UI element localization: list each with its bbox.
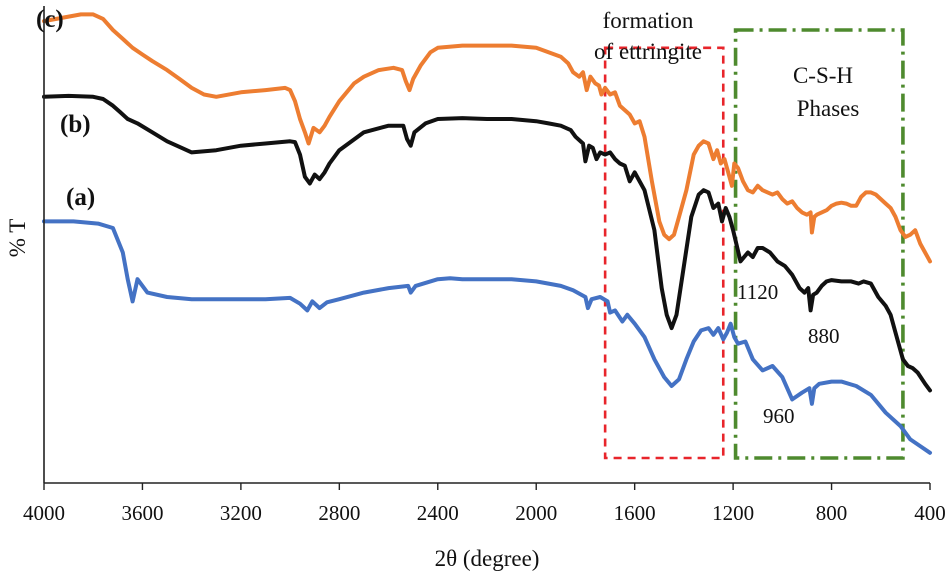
highlight-regions — [603, 28, 905, 460]
series-label-b: (b) — [60, 111, 91, 138]
series-line-a — [42, 219, 932, 455]
x-tick-label: 400 — [914, 501, 946, 525]
x-tick-label: 1600 — [614, 501, 656, 525]
x-tick-label: 3200 — [220, 501, 262, 525]
x-ticks: 4000 3600 3200 2800 2400 2000 1600 1200 800 400 — [23, 483, 946, 525]
x-axis-title: 2θ (degree) — [435, 546, 540, 571]
csh-region-box — [733, 28, 905, 460]
peak-label-960: 960 — [763, 404, 795, 428]
series-line-b — [42, 93, 932, 393]
ettringite-label-line-2: of ettringite — [594, 39, 702, 64]
labels: 2θ (degree) % T — [5, 219, 539, 571]
y-axis-title: % T — [5, 219, 30, 258]
peak-annotations: 1120 880 960 — [737, 280, 840, 428]
x-tick-label: 800 — [816, 501, 848, 525]
csh-label-line-1: C-S-H — [793, 63, 853, 88]
x-tick-label: 2400 — [417, 501, 459, 525]
region-labels: formation of ettringite C-S-H Phases — [594, 8, 859, 121]
peak-label-1120: 1120 — [737, 280, 778, 304]
series-label-a: (a) — [66, 184, 95, 211]
x-tick-label: 1200 — [712, 501, 754, 525]
x-tick-label: 4000 — [23, 501, 65, 525]
ettringite-region-box — [603, 46, 725, 460]
series-labels: (a) (b) (c) — [36, 6, 95, 211]
x-tick-label: 3600 — [121, 501, 163, 525]
series-line-c — [42, 12, 932, 264]
axes — [43, 6, 930, 484]
csh-label-line-2: Phases — [797, 96, 860, 121]
series-lines — [42, 12, 932, 455]
peak-label-880: 880 — [808, 324, 840, 348]
series-label-c: (c) — [36, 6, 64, 33]
ettringite-label-line-1: formation — [603, 8, 694, 33]
x-tick-label: 2000 — [515, 501, 557, 525]
x-tick-label: 2800 — [318, 501, 360, 525]
